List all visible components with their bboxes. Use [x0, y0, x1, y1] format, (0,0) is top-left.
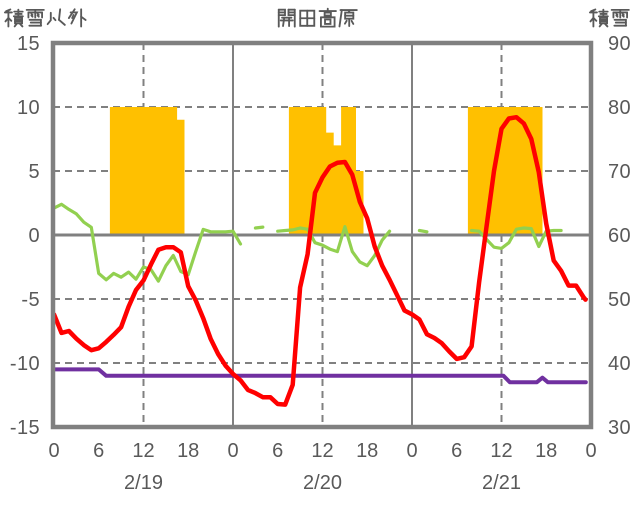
svg-text:0: 0 [406, 440, 417, 462]
svg-text:6: 6 [272, 440, 283, 462]
svg-text:50: 50 [608, 289, 631, 311]
svg-text:-10: -10 [10, 353, 40, 375]
svg-text:5: 5 [28, 161, 40, 183]
svg-text:12: 12 [311, 440, 333, 462]
svg-text:30: 30 [608, 417, 631, 439]
svg-text:12: 12 [490, 440, 512, 462]
svg-text:18: 18 [356, 440, 378, 462]
svg-text:-5: -5 [21, 289, 40, 311]
svg-text:0: 0 [585, 440, 596, 462]
svg-text:0: 0 [28, 225, 40, 247]
svg-text:2/19: 2/19 [124, 472, 163, 494]
svg-text:80: 80 [608, 97, 631, 119]
svg-text:90: 90 [608, 33, 631, 55]
svg-text:15: 15 [17, 33, 40, 55]
svg-text:12: 12 [132, 440, 154, 462]
svg-text:60: 60 [608, 225, 631, 247]
svg-text:6: 6 [451, 440, 462, 462]
svg-text:10: 10 [17, 97, 40, 119]
svg-text:18: 18 [177, 440, 199, 462]
svg-text:-15: -15 [10, 417, 40, 439]
svg-text:70: 70 [608, 161, 631, 183]
svg-text:18: 18 [535, 440, 557, 462]
svg-text:6: 6 [93, 440, 104, 462]
svg-text:2/20: 2/20 [303, 472, 342, 494]
svg-text:40: 40 [608, 353, 631, 375]
svg-text:2/21: 2/21 [482, 472, 521, 494]
svg-text:0: 0 [227, 440, 238, 462]
svg-text:0: 0 [48, 440, 59, 462]
